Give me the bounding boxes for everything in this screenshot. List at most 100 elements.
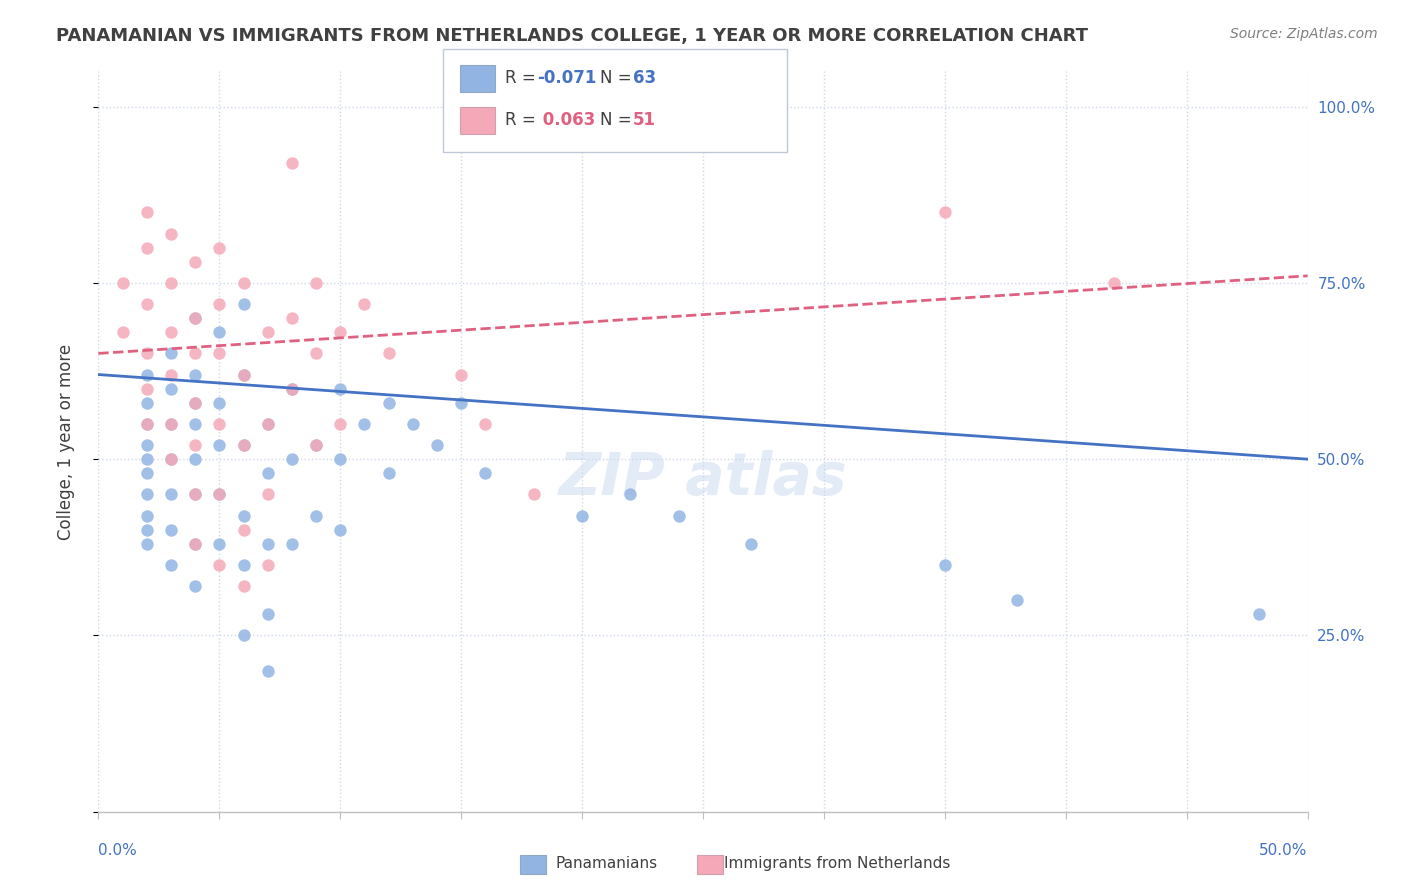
Point [135,487,157,501]
Point [160,368,183,382]
Point [184,487,207,501]
Point [160,276,183,290]
Point [232,558,254,572]
Point [135,438,157,452]
Point [160,346,183,360]
Point [329,452,352,467]
Point [111,325,134,339]
Point [208,325,231,339]
Point [208,241,231,255]
Text: 0.0%: 0.0% [98,843,138,858]
Point [160,417,183,431]
Point [135,417,157,431]
Point [135,346,157,360]
Point [135,382,157,396]
Point [160,452,183,467]
Text: R =: R = [505,112,541,129]
Point [184,346,207,360]
Point [184,417,207,431]
Point [523,487,546,501]
Point [934,558,956,572]
Point [329,417,352,431]
Point [474,467,496,481]
Point [934,205,956,219]
Point [135,297,157,311]
Point [135,396,157,410]
Point [305,346,328,360]
Point [256,607,278,622]
Point [208,487,231,501]
Point [208,558,231,572]
Point [256,537,278,551]
Point [160,417,183,431]
Point [256,417,278,431]
Point [232,628,254,642]
Point [281,382,304,396]
Point [329,523,352,537]
Point [160,325,183,339]
Point [184,254,207,268]
Point [208,487,231,501]
Text: 51: 51 [633,112,655,129]
Point [135,537,157,551]
Point [377,467,399,481]
Point [256,487,278,501]
Point [232,438,254,452]
Point [281,382,304,396]
Point [184,311,207,326]
Point [135,241,157,255]
Point [184,311,207,326]
Text: 63: 63 [633,70,655,87]
Text: R =: R = [505,70,541,87]
Point [305,438,328,452]
Text: 50.0%: 50.0% [1260,843,1308,858]
Point [111,276,134,290]
Point [208,417,231,431]
Point [305,508,328,523]
Point [232,438,254,452]
Point [160,382,183,396]
Point [208,297,231,311]
Text: 0.063: 0.063 [537,112,595,129]
Point [256,664,278,678]
Point [1007,593,1029,607]
Point [208,346,231,360]
Point [208,438,231,452]
Point [160,523,183,537]
Text: ZIP atlas: ZIP atlas [558,450,848,507]
Point [135,205,157,219]
Point [474,417,496,431]
Point [353,297,375,311]
Text: Panamanians: Panamanians [555,856,658,871]
Point [160,227,183,241]
Point [571,508,593,523]
Point [184,368,207,382]
Point [619,487,641,501]
Point [208,537,231,551]
Point [305,438,328,452]
Point [232,297,254,311]
Point [160,487,183,501]
Point [135,467,157,481]
Point [281,537,304,551]
Point [281,311,304,326]
Point [256,417,278,431]
Point [160,558,183,572]
Point [329,325,352,339]
Text: -0.071: -0.071 [537,70,596,87]
Point [256,325,278,339]
Point [184,487,207,501]
Point [281,452,304,467]
Point [232,276,254,290]
Point [232,579,254,593]
Point [232,508,254,523]
Point [135,368,157,382]
Point [232,368,254,382]
Point [740,537,762,551]
Point [450,396,472,410]
Text: Immigrants from Netherlands: Immigrants from Netherlands [724,856,950,871]
Point [135,523,157,537]
Point [329,382,352,396]
Point [402,417,425,431]
Point [668,508,690,523]
